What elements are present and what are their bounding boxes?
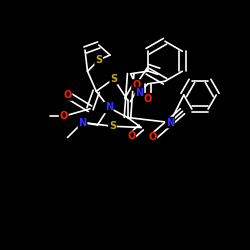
Text: N: N (135, 88, 143, 98)
Text: S: S (109, 121, 116, 131)
Text: O: O (64, 90, 72, 100)
Text: O: O (144, 94, 152, 104)
Text: O: O (127, 131, 136, 141)
Text: O: O (148, 132, 156, 142)
Text: O: O (60, 111, 68, 121)
Text: O: O (132, 80, 140, 90)
Text: S: S (110, 74, 117, 84)
Text: N: N (78, 118, 86, 128)
Text: N: N (166, 118, 174, 128)
Text: N: N (105, 102, 113, 113)
Text: S: S (95, 55, 102, 65)
